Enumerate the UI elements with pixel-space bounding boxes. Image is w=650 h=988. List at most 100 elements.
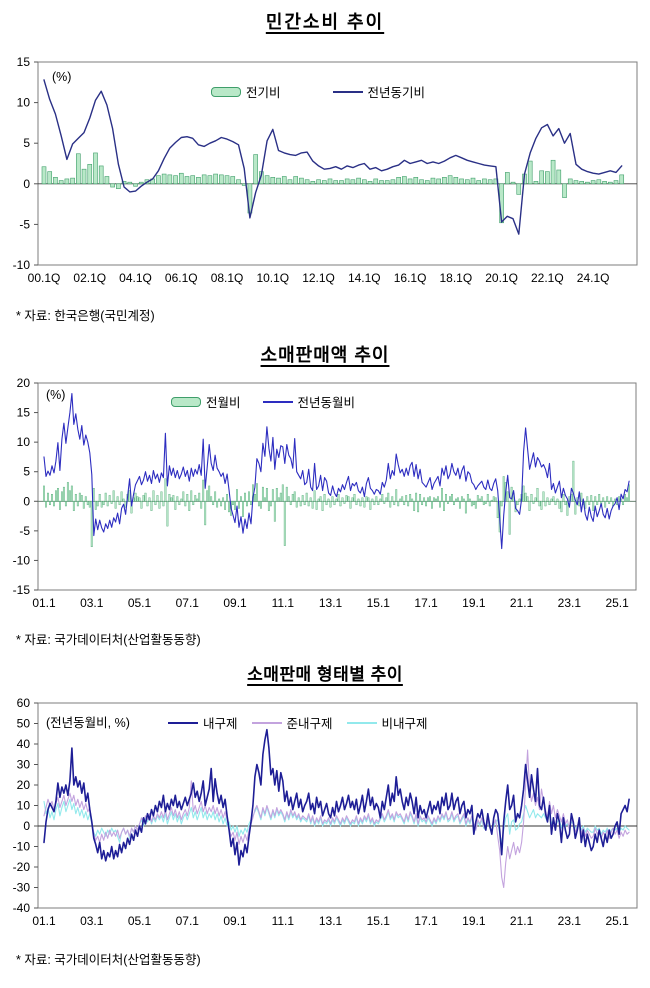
line-series-전년동기비 <box>43 79 623 235</box>
x-tick-label: 01.1 <box>32 596 56 610</box>
legend-label-yoy: 전년동기비 <box>367 86 426 100</box>
chart1-title-text: 민간소비 추이 <box>265 12 385 32</box>
x-tick-label: 18.1Q <box>439 271 472 285</box>
y-tick-label: -10 <box>13 553 31 567</box>
line-swatch-icon <box>262 400 293 403</box>
line-series-전년동월비 <box>43 393 630 550</box>
line-series-준내구제 <box>43 749 630 889</box>
legend-label-mom: 전월비 <box>206 396 241 410</box>
chart1-legend: 전기비 전년동기비 <box>211 82 425 101</box>
line-swatch-icon <box>168 721 198 724</box>
chart1-unit-label: (%) <box>52 70 72 84</box>
x-tick-label: 08.1Q <box>211 271 244 285</box>
x-tick-label: 07.1 <box>176 596 200 610</box>
y-tick-label: 60 <box>17 696 31 710</box>
line-swatch-icon <box>251 721 282 724</box>
y-tick-label: 20 <box>17 376 31 390</box>
x-tick-label: 16.1Q <box>394 271 427 285</box>
chart1-title: 민간소비 추이 <box>0 8 650 34</box>
chart3-legend: 내구제 준내구제 비내구제 <box>168 713 428 732</box>
x-tick-label: 25.1 <box>605 596 629 610</box>
x-tick-label: 17.1 <box>414 914 438 928</box>
y-tick-label: -30 <box>13 881 31 895</box>
x-tick-label: 11.1 <box>272 596 295 610</box>
bar-swatch-icon <box>171 396 201 407</box>
y-tick-label: -40 <box>13 901 31 915</box>
x-tick-label: 03.1 <box>80 914 104 928</box>
x-tick-label: 17.1 <box>414 596 438 610</box>
y-tick-label: 0 <box>23 819 30 833</box>
y-tick-label: -20 <box>13 860 31 874</box>
y-tick-label: 10 <box>17 435 31 449</box>
legend-label-semidurables: 준내구제 <box>286 717 333 731</box>
x-tick-label: 12.1Q <box>302 271 335 285</box>
chart2-title: 소매판매액 추이 <box>0 341 650 367</box>
x-tick-label: 11.1 <box>272 914 295 928</box>
chart3-title-text: 소매판매 형태별 추이 <box>247 665 403 684</box>
x-tick-label: 00.1Q <box>28 271 61 285</box>
x-tick-label: 13.1 <box>319 596 343 610</box>
y-tick-label: 15 <box>17 55 31 69</box>
x-tick-label: 01.1 <box>32 914 56 928</box>
line-series-비내구제 <box>43 798 630 843</box>
y-tick-label: 30 <box>17 758 31 772</box>
chart3-title: 소매판매 형태별 추이 <box>0 660 650 685</box>
line-swatch-icon <box>332 90 363 93</box>
y-tick-label: -10 <box>13 258 31 272</box>
legend-label-qoq: 전기비 <box>246 86 281 100</box>
x-tick-label: 15.1 <box>367 914 391 928</box>
x-tick-label: 19.1 <box>462 914 486 928</box>
x-tick-label: 21.1 <box>510 914 534 928</box>
legend-label-nondurables: 비내구제 <box>381 717 428 731</box>
x-tick-label: 05.1 <box>128 914 152 928</box>
legend-item-nondurables: 비내구제 <box>346 713 428 732</box>
y-tick-label: 5 <box>23 465 30 479</box>
x-tick-label: 10.1Q <box>256 271 289 285</box>
legend-item-mom: 전월비 <box>171 392 241 411</box>
x-tick-label: 06.1Q <box>165 271 198 285</box>
y-tick-label: 20 <box>17 778 31 792</box>
y-tick-label: 10 <box>17 799 31 813</box>
legend-item-qoq: 전기비 <box>211 82 281 101</box>
x-tick-label: 02.1Q <box>73 271 106 285</box>
line-swatch-icon <box>346 721 377 724</box>
y-tick-label: 15 <box>17 406 31 420</box>
line-series-내구제 <box>43 728 630 866</box>
x-tick-label: 03.1 <box>80 596 104 610</box>
plot-border <box>37 61 638 266</box>
y-tick-label: 5 <box>23 136 30 150</box>
x-tick-label: 22.1Q <box>531 271 564 285</box>
x-tick-label: 09.1 <box>223 596 247 610</box>
legend-label-yoy-month: 전년동월비 <box>297 396 356 410</box>
x-tick-label: 14.1Q <box>348 271 381 285</box>
y-tick-label: 50 <box>17 717 31 731</box>
chart2-title-text: 소매판매액 추이 <box>260 345 390 365</box>
x-tick-label: 20.1Q <box>485 271 518 285</box>
bar-swatch-icon <box>211 86 241 97</box>
y-tick-label: -5 <box>19 217 30 231</box>
x-tick-label: 15.1 <box>367 596 391 610</box>
bar-series-전기비 <box>41 152 625 224</box>
y-tick-label: 10 <box>17 96 31 110</box>
x-tick-label: 24.1Q <box>577 271 610 285</box>
legend-item-durables: 내구제 <box>168 713 238 732</box>
x-tick-label: 25.1 <box>605 914 629 928</box>
chart3-source: * 자료: 국가데이터처(산업활동동향) <box>16 953 201 967</box>
x-tick-label: 07.1 <box>176 914 200 928</box>
y-tick-label: -15 <box>13 583 31 597</box>
x-tick-label: 19.1 <box>462 596 486 610</box>
y-tick-label: 40 <box>17 737 31 751</box>
chart2-unit-label: (%) <box>46 388 66 402</box>
x-tick-label: 23.1 <box>558 596 582 610</box>
legend-item-semidurables: 준내구제 <box>251 713 333 732</box>
chart2-legend: 전월비 전년동월비 <box>171 392 355 411</box>
y-tick-label: -10 <box>13 840 31 854</box>
legend-label-durables: 내구제 <box>203 717 238 731</box>
y-tick-label: 0 <box>23 494 30 508</box>
x-tick-label: 13.1 <box>319 914 343 928</box>
plot-border <box>37 382 637 591</box>
